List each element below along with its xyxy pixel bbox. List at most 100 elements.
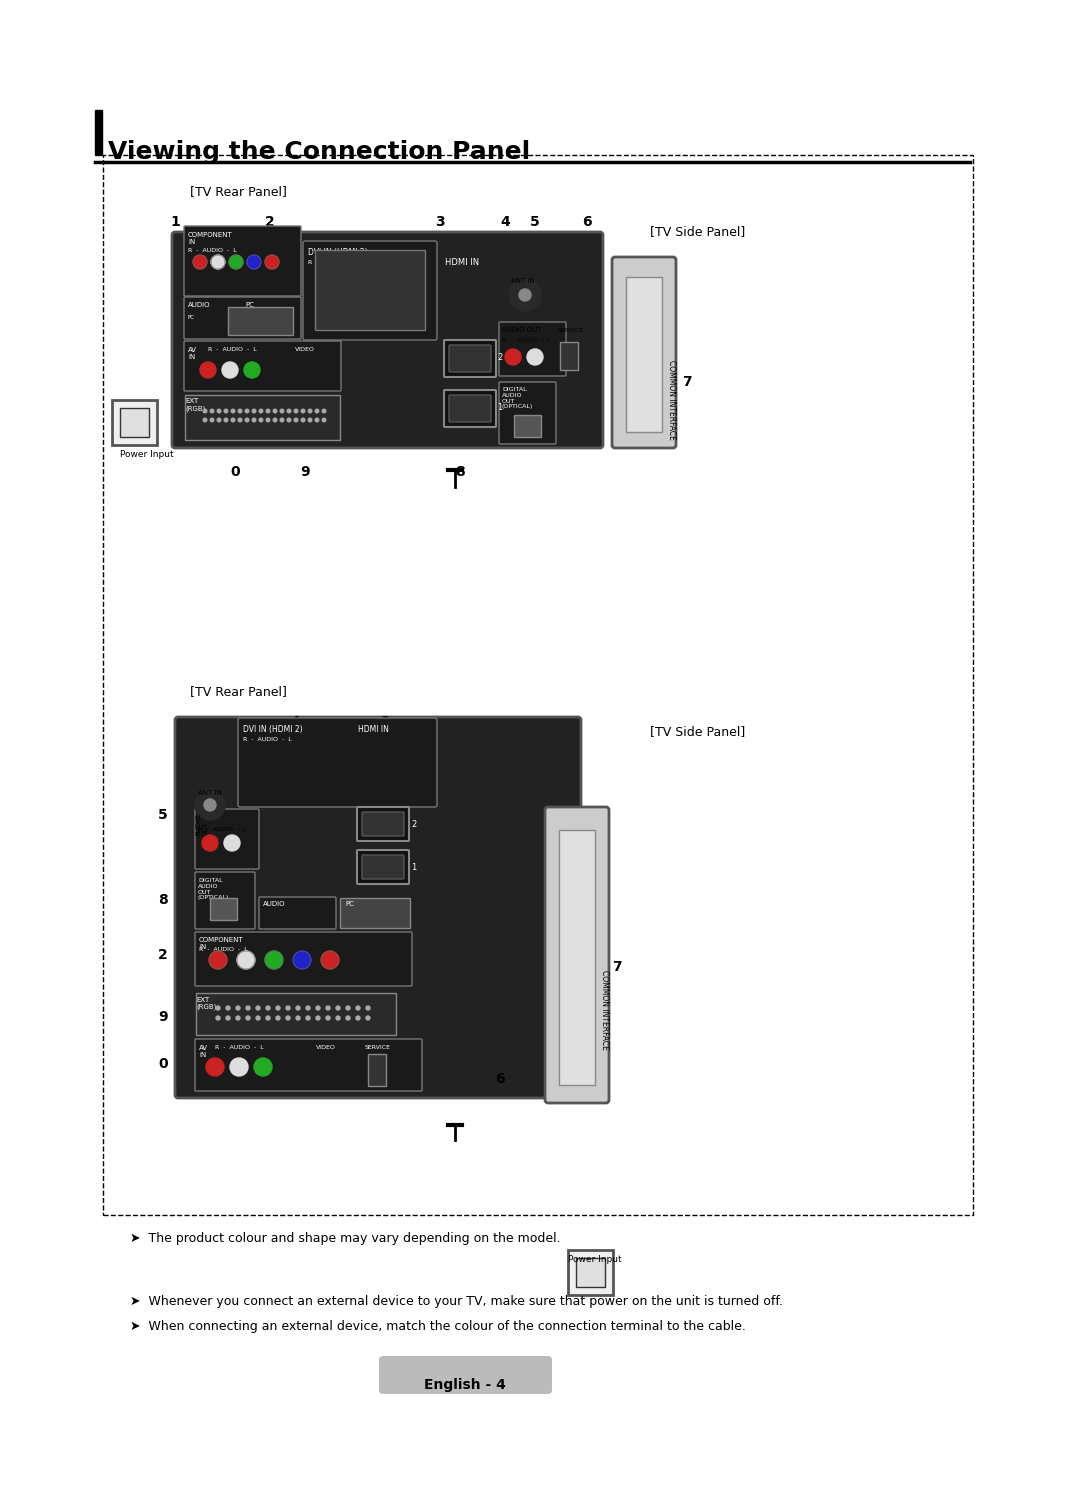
Circle shape [527, 349, 543, 366]
Circle shape [244, 363, 260, 377]
Circle shape [245, 409, 248, 413]
Bar [576, 1259, 605, 1287]
Text: R  -  AUDIO  -  L: R - AUDIO - L [199, 947, 247, 953]
Circle shape [287, 409, 291, 413]
Circle shape [211, 256, 225, 269]
FancyBboxPatch shape [195, 932, 411, 987]
Circle shape [211, 409, 214, 413]
Bar [315, 250, 426, 330]
Bar [568, 1250, 613, 1294]
Circle shape [296, 1016, 300, 1019]
FancyBboxPatch shape [184, 226, 301, 296]
Text: [TV Side Panel]: [TV Side Panel] [650, 725, 745, 739]
Circle shape [225, 409, 228, 413]
Bar [210, 898, 237, 920]
FancyBboxPatch shape [175, 718, 581, 1098]
Bar [626, 276, 662, 432]
Circle shape [200, 363, 216, 377]
FancyBboxPatch shape [184, 340, 341, 391]
Text: [TV Side Panel]: [TV Side Panel] [650, 224, 745, 238]
Circle shape [280, 409, 284, 413]
Text: 3: 3 [435, 215, 445, 229]
Circle shape [211, 418, 214, 422]
Circle shape [246, 1006, 249, 1010]
FancyBboxPatch shape [379, 1357, 552, 1394]
Text: 0: 0 [158, 1057, 167, 1071]
Circle shape [346, 1016, 350, 1019]
Circle shape [225, 418, 228, 422]
Bar [112, 400, 157, 444]
Circle shape [306, 1006, 310, 1010]
Circle shape [315, 409, 319, 413]
Text: Viewing the Connection Panel: Viewing the Connection Panel [108, 140, 530, 163]
FancyBboxPatch shape [545, 807, 609, 1103]
FancyBboxPatch shape [362, 811, 404, 837]
Circle shape [266, 1016, 270, 1019]
Circle shape [217, 418, 220, 422]
Text: PC: PC [245, 302, 254, 308]
Text: SERVICE: SERVICE [365, 1045, 391, 1051]
Circle shape [276, 1016, 280, 1019]
FancyBboxPatch shape [303, 241, 437, 340]
Bar [95, 110, 102, 155]
Circle shape [195, 791, 225, 820]
Circle shape [217, 409, 220, 413]
Circle shape [245, 418, 248, 422]
Circle shape [322, 409, 326, 413]
Circle shape [266, 409, 270, 413]
Bar [185, 395, 340, 440]
Circle shape [237, 1016, 240, 1019]
Text: 2: 2 [158, 948, 167, 961]
Circle shape [326, 1006, 330, 1010]
Circle shape [301, 418, 305, 422]
Text: 7: 7 [681, 374, 691, 389]
FancyBboxPatch shape [172, 232, 603, 447]
FancyBboxPatch shape [449, 345, 491, 372]
Circle shape [239, 418, 242, 422]
Circle shape [222, 363, 238, 377]
FancyBboxPatch shape [362, 854, 404, 880]
Circle shape [237, 1006, 240, 1010]
Text: DIGITAL
AUDIO
OUT
(OPTICAL): DIGITAL AUDIO OUT (OPTICAL) [502, 386, 534, 410]
Text: 6: 6 [496, 1071, 504, 1086]
Circle shape [259, 418, 262, 422]
Circle shape [266, 1006, 270, 1010]
FancyBboxPatch shape [357, 850, 409, 884]
Circle shape [273, 409, 276, 413]
Text: DVI IN (HDMI 2): DVI IN (HDMI 2) [243, 725, 302, 734]
Text: ➤  Whenever you connect an external device to your TV, make sure that power on t: ➤ Whenever you connect an external devic… [130, 1294, 783, 1308]
Text: ANT IN: ANT IN [198, 791, 221, 796]
Circle shape [346, 1006, 350, 1010]
Circle shape [210, 951, 227, 969]
Text: AV
IN: AV IN [188, 348, 197, 360]
Bar [195, 993, 396, 1036]
Circle shape [294, 409, 298, 413]
Bar [120, 409, 149, 437]
Text: COMPONENT
IN: COMPONENT IN [199, 938, 244, 950]
Circle shape [254, 1058, 272, 1076]
Circle shape [321, 951, 339, 969]
Text: R  -  AUDIO  -  L: R - AUDIO - L [502, 337, 551, 343]
FancyBboxPatch shape [612, 257, 676, 447]
FancyBboxPatch shape [238, 718, 437, 807]
Circle shape [256, 1006, 260, 1010]
Circle shape [316, 1006, 320, 1010]
Circle shape [301, 409, 305, 413]
Text: R  -  AUDIO  -  L: R - AUDIO - L [308, 260, 356, 265]
Circle shape [246, 1016, 249, 1019]
Circle shape [237, 951, 255, 969]
Circle shape [256, 1016, 260, 1019]
FancyBboxPatch shape [357, 807, 409, 841]
Text: 4: 4 [500, 215, 510, 229]
Text: R  -  AUDIO  -  L: R - AUDIO - L [198, 828, 246, 832]
Text: English - 4: English - 4 [424, 1378, 505, 1392]
Circle shape [216, 1006, 220, 1010]
Text: VIDEO: VIDEO [295, 348, 315, 352]
Circle shape [231, 418, 234, 422]
Text: [TV Rear Panel]: [TV Rear Panel] [190, 184, 287, 198]
Circle shape [265, 951, 283, 969]
Text: DVI IN (HDMI 2): DVI IN (HDMI 2) [308, 248, 367, 257]
FancyBboxPatch shape [444, 340, 496, 377]
Text: HDMI IN: HDMI IN [445, 259, 480, 267]
Text: PC: PC [188, 315, 195, 319]
